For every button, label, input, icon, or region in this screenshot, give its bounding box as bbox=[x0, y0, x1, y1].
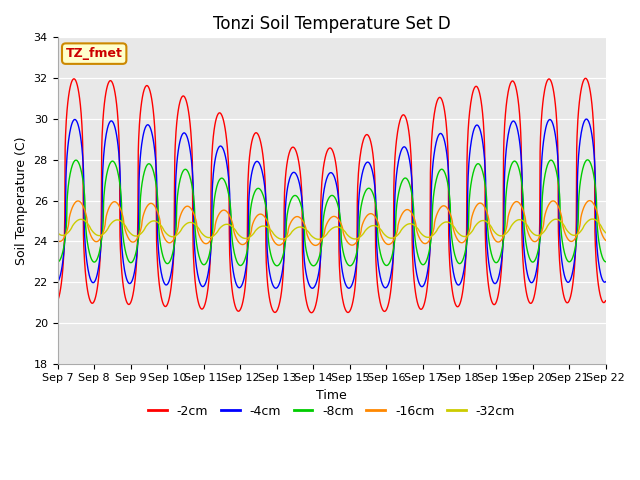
Y-axis label: Soil Temperature (C): Soil Temperature (C) bbox=[15, 136, 28, 265]
Title: Tonzi Soil Temperature Set D: Tonzi Soil Temperature Set D bbox=[212, 15, 451, 33]
Legend: -2cm, -4cm, -8cm, -16cm, -32cm: -2cm, -4cm, -8cm, -16cm, -32cm bbox=[143, 400, 520, 423]
X-axis label: Time: Time bbox=[316, 389, 347, 402]
Text: TZ_fmet: TZ_fmet bbox=[66, 47, 123, 60]
